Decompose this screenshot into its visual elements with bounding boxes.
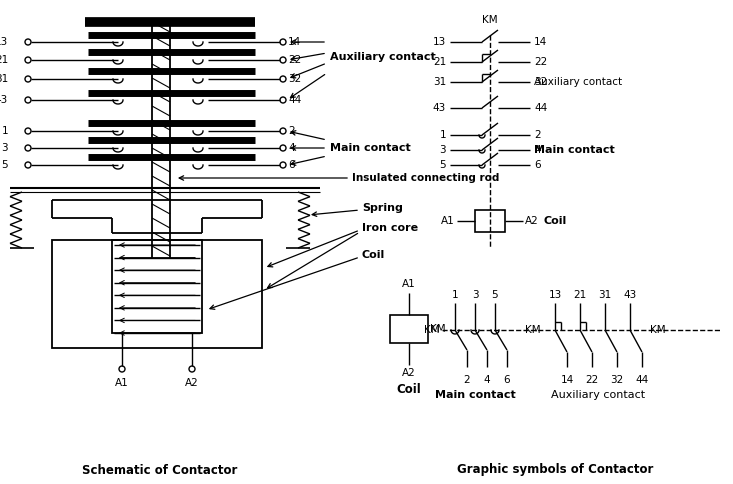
Text: 4: 4 [484, 375, 490, 385]
Text: 3: 3 [472, 290, 479, 300]
Text: 43: 43 [432, 103, 446, 113]
Text: 32: 32 [611, 375, 624, 385]
Text: 21: 21 [432, 57, 446, 67]
Text: 3: 3 [439, 145, 446, 155]
Text: 6: 6 [504, 375, 510, 385]
Text: 2: 2 [464, 375, 471, 385]
Text: 44: 44 [534, 103, 548, 113]
Text: A1: A1 [441, 216, 455, 226]
Text: 2: 2 [534, 130, 541, 140]
Text: 22: 22 [534, 57, 548, 67]
Text: Coil: Coil [362, 250, 386, 260]
Text: 31: 31 [598, 290, 611, 300]
Text: 21: 21 [573, 290, 586, 300]
Text: 22: 22 [288, 55, 301, 65]
Text: A2: A2 [185, 378, 199, 388]
Bar [52, 240, 262, 348]
Text: 6: 6 [534, 160, 541, 170]
Text: KM: KM [525, 325, 541, 335]
Text: 44: 44 [288, 95, 301, 105]
Text: 21: 21 [0, 55, 8, 65]
Text: A1: A1 [402, 279, 416, 289]
Text: KM: KM [482, 15, 498, 25]
Text: 3: 3 [1, 143, 8, 153]
Text: 14: 14 [534, 37, 548, 47]
Text: 2: 2 [288, 126, 295, 136]
Text: Main contact: Main contact [330, 143, 410, 153]
Text: Auxiliary contact: Auxiliary contact [534, 77, 622, 87]
Text: KM: KM [650, 325, 666, 335]
Text: Graphic symbols of Contactor: Graphic symbols of Contactor [457, 464, 653, 477]
Text: Spring: Spring [362, 203, 403, 213]
Text: A2: A2 [525, 216, 539, 226]
Text: 1: 1 [439, 130, 446, 140]
Text: 14: 14 [560, 375, 574, 385]
Text: 32: 32 [534, 77, 548, 87]
Text: KM: KM [424, 325, 440, 335]
Text: 4: 4 [288, 143, 295, 153]
Text: Main contact: Main contact [435, 390, 515, 400]
Text: 22: 22 [586, 375, 599, 385]
Text: 31: 31 [0, 74, 8, 84]
Text: 13: 13 [0, 37, 8, 47]
Text: A1: A1 [115, 378, 129, 388]
Bar [475, 210, 505, 232]
Text: KM: KM [430, 324, 446, 334]
Text: Insulated connecting rod: Insulated connecting rod [352, 173, 499, 183]
Text: 32: 32 [288, 74, 301, 84]
Text: 43: 43 [0, 95, 8, 105]
Text: Coil: Coil [543, 216, 567, 226]
Text: 5: 5 [439, 160, 446, 170]
Text: Schematic of Contactor: Schematic of Contactor [82, 464, 237, 477]
Text: 5: 5 [1, 160, 8, 170]
Text: 13: 13 [548, 290, 561, 300]
Text: 14: 14 [288, 37, 301, 47]
Text: Auxiliary contact: Auxiliary contact [551, 390, 645, 400]
Text: Main contact: Main contact [534, 145, 615, 155]
Text: Coil: Coil [397, 383, 421, 396]
Text: 43: 43 [623, 290, 637, 300]
Bar [390, 315, 428, 343]
Text: 5: 5 [492, 290, 498, 300]
Text: 44: 44 [636, 375, 649, 385]
Text: 1: 1 [452, 290, 458, 300]
Text: 6: 6 [288, 160, 295, 170]
Text: 31: 31 [432, 77, 446, 87]
Bar [112, 240, 202, 333]
Text: Auxiliary contact: Auxiliary contact [330, 52, 435, 62]
Text: 1: 1 [1, 126, 8, 136]
Text: A2: A2 [402, 368, 416, 378]
Text: 4: 4 [534, 145, 541, 155]
Text: 13: 13 [432, 37, 446, 47]
Text: Iron core: Iron core [362, 223, 418, 233]
